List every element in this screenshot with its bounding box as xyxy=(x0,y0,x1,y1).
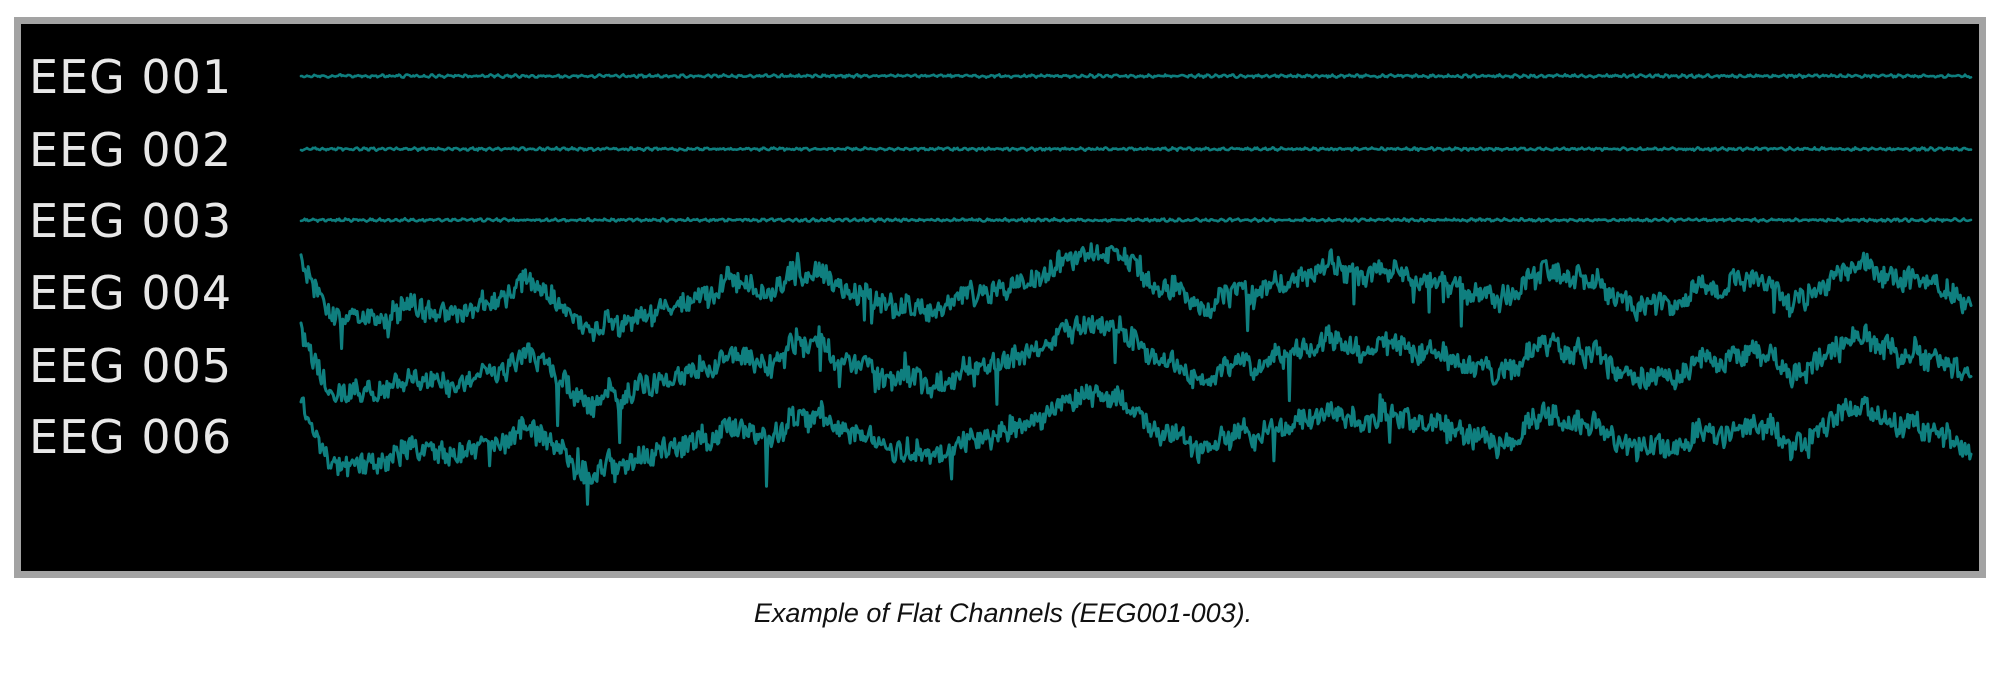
channel-label-1: EEG 001 xyxy=(29,50,232,104)
eeg-trace-1 xyxy=(299,73,1973,79)
channel-label-4: EEG 004 xyxy=(29,266,232,320)
channel-label-3: EEG 003 xyxy=(29,194,232,248)
figure-caption: Example of Flat Channels (EEG001-003). xyxy=(753,598,1253,628)
eeg-trace-plot: EEG 001 EEG 002 EEG 003 EEG 004 EEG 005 EEG 0… xyxy=(29,50,1973,506)
eeg-viewer-panel: EEG 001 EEG 002 EEG 003 EEG 004 EEG 005 EEG 0… xyxy=(14,17,1986,578)
eeg-trace-6 xyxy=(299,383,1973,506)
eeg-trace-2 xyxy=(299,146,1973,152)
channel-label-5: EEG 005 xyxy=(29,339,232,393)
eeg-trace-4 xyxy=(299,242,1973,350)
channel-label-6: EEG 006 xyxy=(29,410,232,464)
channel-label-2: EEG 002 xyxy=(29,123,232,177)
eeg-trace-3 xyxy=(299,217,1973,223)
eeg-trace-5 xyxy=(299,314,1973,445)
